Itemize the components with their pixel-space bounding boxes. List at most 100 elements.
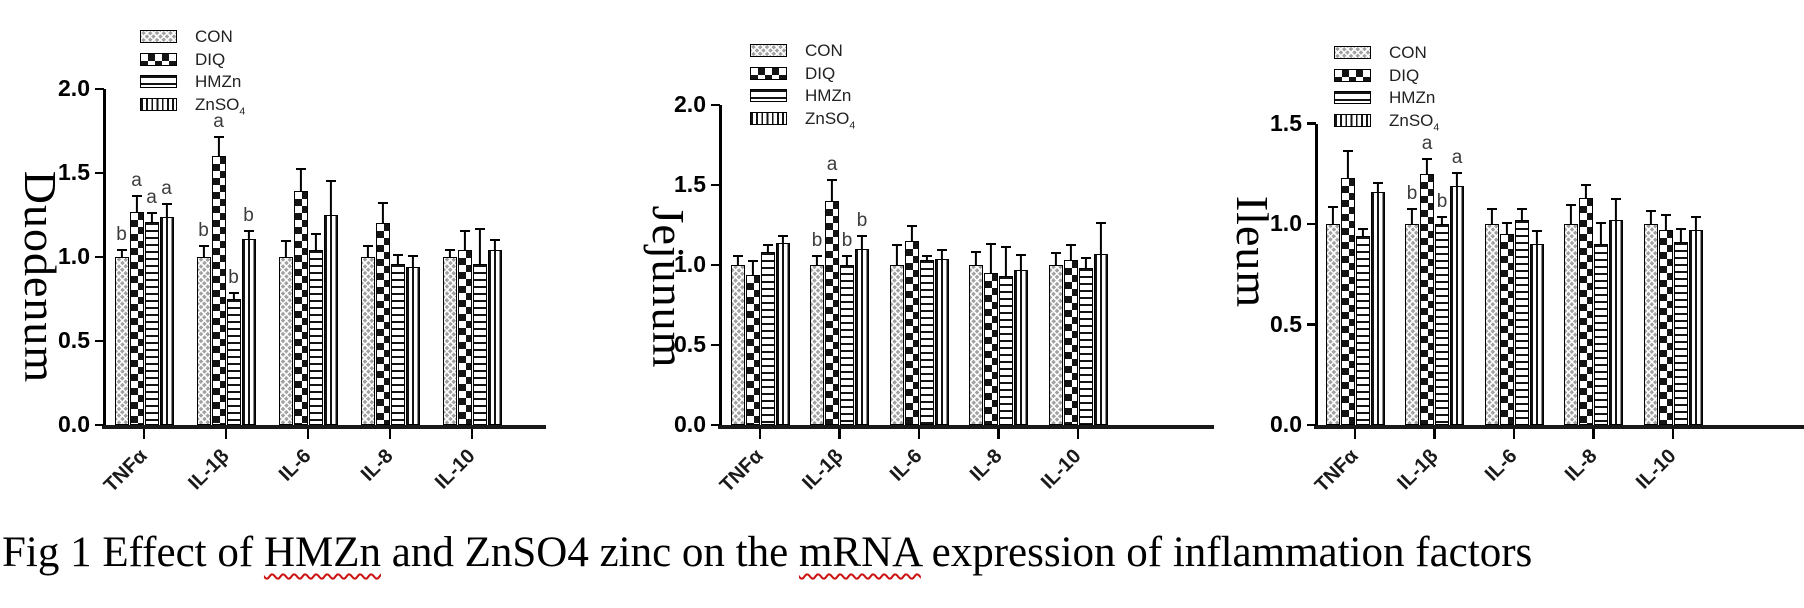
caption-segment: and ZnSO4 zinc on the (381, 529, 799, 576)
caption-segment: Fig 1 Effect of (2, 529, 264, 576)
error-bar (131, 194, 142, 220)
bar-con (1643, 224, 1658, 425)
error-bar (444, 248, 455, 265)
bar-diq (984, 273, 998, 425)
bar-znso4 (1688, 230, 1703, 425)
x-tick-mark (1076, 429, 1080, 439)
error-bar (1095, 221, 1106, 262)
x-tick-mark (1433, 429, 1436, 439)
x-axis-line (1314, 425, 1804, 430)
y-tick-mark (1307, 323, 1316, 326)
bar-znso4 (1450, 185, 1464, 425)
y-tick-label: 1.0 (1270, 210, 1302, 236)
y-tick-label: 0.0 (58, 411, 90, 437)
legend-label-diq: DIQ (805, 64, 835, 84)
bar-diq (904, 241, 919, 425)
error-bar (146, 211, 157, 230)
bar-hmzn (1355, 236, 1370, 425)
bar-hmzn (390, 263, 405, 425)
bar-hmzn (472, 263, 487, 425)
legend-swatch-diq (1334, 68, 1371, 82)
error-bar (459, 230, 470, 258)
error-bar (732, 255, 743, 273)
bar-hmzn (760, 252, 775, 425)
bar-con (360, 257, 375, 425)
bar-con (1405, 224, 1419, 425)
significance-letter: b (116, 223, 127, 245)
bar-hmzn (999, 276, 1013, 425)
y-tick-label: 1.5 (674, 171, 706, 197)
y-tick-label: 0.5 (674, 331, 706, 357)
bar-con (1048, 265, 1063, 425)
error-bar (986, 242, 996, 281)
y-tick-mark (1307, 122, 1316, 125)
error-bar (161, 203, 172, 224)
y-tick-label: 0.0 (674, 411, 706, 437)
error-bar (407, 255, 418, 275)
bar-hmzn (1673, 242, 1688, 425)
bar-znso4 (405, 267, 420, 425)
error-bar (489, 238, 500, 259)
error-bar (213, 136, 224, 164)
y-tick-mark (95, 339, 104, 343)
y-axis-line (103, 89, 106, 425)
bar-hmzn (1435, 224, 1449, 425)
error-bar (1501, 221, 1512, 242)
error-bar (362, 245, 373, 265)
bar-hmzn (840, 265, 854, 425)
error-bar (842, 255, 852, 273)
x-tick-mark (758, 429, 762, 439)
bar-con (1484, 224, 1499, 425)
bar-hmzn (308, 250, 323, 425)
bar-znso4 (241, 238, 256, 425)
legend-label-con: CON (805, 41, 843, 61)
bar-diq (1499, 234, 1514, 425)
x-tick-mark (997, 429, 1000, 439)
error-bar (1372, 181, 1383, 200)
error-bar (936, 249, 947, 267)
error-bar (1437, 215, 1447, 232)
bar-hmzn (1078, 268, 1093, 425)
bar-diq (375, 223, 390, 425)
bar-znso4 (934, 258, 949, 425)
error-bar (1422, 157, 1432, 182)
y-tick-mark (711, 343, 720, 347)
significance-letter: a (213, 111, 224, 133)
error-bar (1566, 203, 1576, 232)
y-tick-mark (95, 255, 104, 259)
x-tick-mark (388, 429, 392, 439)
significance-letter: b (1436, 190, 1448, 212)
y-tick-label: 1.0 (674, 251, 706, 277)
error-bar (1611, 197, 1621, 228)
legend-label-part: CON (195, 27, 233, 46)
error-bar (474, 228, 485, 271)
significance-letter: b (841, 230, 853, 252)
error-bar (857, 234, 867, 257)
bar-con (278, 257, 293, 425)
error-bar (228, 292, 239, 307)
significance-letter: b (243, 205, 254, 227)
bar-con (1564, 224, 1578, 425)
significance-letter: a (1421, 132, 1433, 154)
bar-diq (211, 156, 226, 425)
bar-diq (1340, 177, 1355, 425)
legend-label-part: CON (805, 41, 843, 60)
error-bar (747, 260, 758, 282)
y-tick-mark (95, 87, 104, 91)
legend-label-part: ZnSO (1389, 110, 1434, 130)
significance-letter: b (1406, 182, 1418, 204)
bar-znso4 (323, 215, 338, 425)
x-tick-mark (1353, 429, 1357, 439)
legend-swatch-con (1334, 46, 1371, 59)
y-tick-mark (711, 183, 720, 187)
error-bar (1327, 205, 1338, 232)
figure-caption: Fig 1 Effect of HMZn and ZnSO4 zinc on t… (2, 528, 1802, 577)
legend-swatch-hmzn (1334, 91, 1371, 104)
legend-label-part: DIQ (195, 49, 226, 69)
legend-label-diq: DIQ (1389, 66, 1419, 86)
y-tick-label: 1.0 (58, 243, 90, 269)
error-bar (1065, 244, 1076, 268)
legend-label-part: ZnSO (195, 94, 240, 114)
